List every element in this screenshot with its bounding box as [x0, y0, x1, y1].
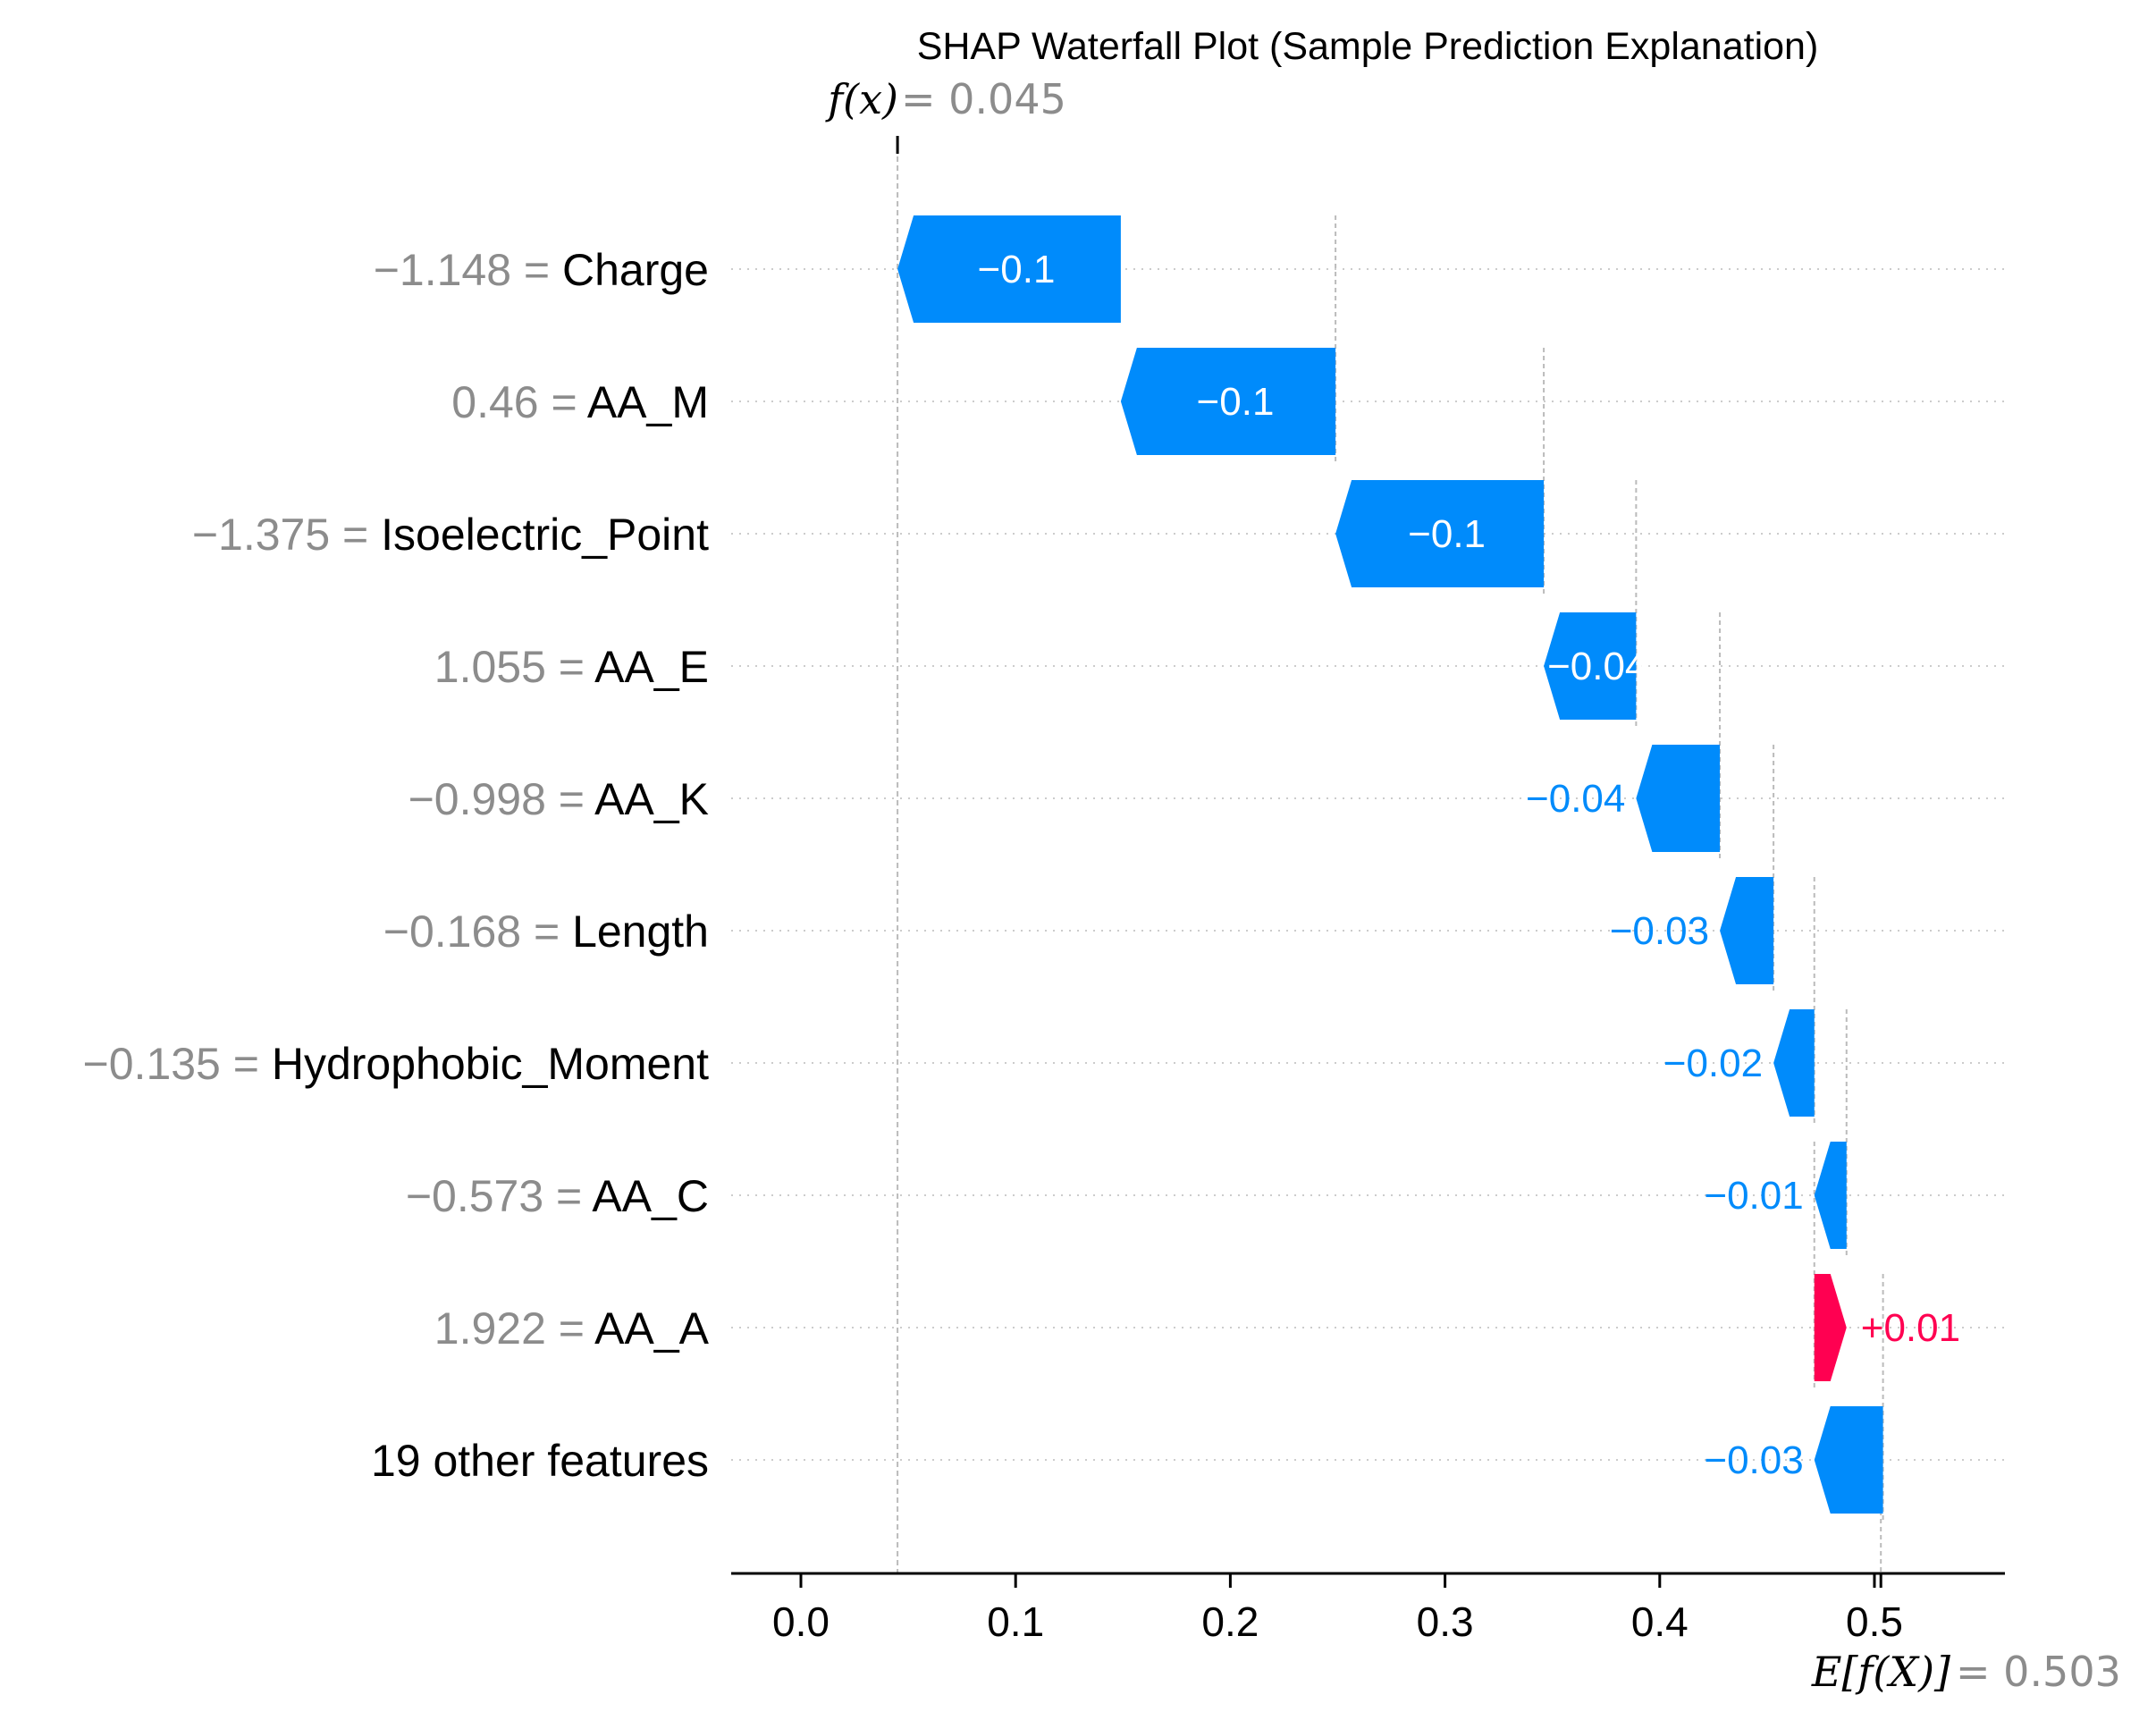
- waterfall-bar: [1335, 480, 1545, 587]
- waterfall-bar: [1120, 348, 1336, 455]
- feature-equals: =: [543, 1171, 592, 1221]
- feature-equals: =: [546, 642, 594, 692]
- feature-value: 1.055: [434, 642, 546, 692]
- bar-value-label: −0.01: [1704, 1174, 1803, 1218]
- feature-label: −0.135 = Hydrophobic_Moment: [83, 1039, 710, 1089]
- feature-equals: =: [221, 1039, 272, 1089]
- feature-value: −1.375: [192, 510, 330, 560]
- fx-annotation: f(x) = 0.045: [825, 75, 1066, 123]
- feature-value: 1.922: [434, 1303, 546, 1354]
- x-axis-ticks: 0.0 0.1 0.2 0.3 0.4 0.5: [772, 1573, 1903, 1645]
- feature-label: 1.055 = AA_E: [434, 642, 709, 692]
- waterfall-bar: [1636, 745, 1721, 852]
- svg-text:= 0.045: = 0.045: [901, 75, 1066, 123]
- feature-value: −0.168: [383, 907, 521, 957]
- feature-label: 19 other features: [371, 1436, 709, 1486]
- feature-label: −0.573 = AA_C: [406, 1171, 709, 1221]
- connector-guides: [896, 136, 1884, 1573]
- feature-equals: =: [546, 1303, 594, 1354]
- feature-name: 19 other features: [371, 1436, 709, 1486]
- bar-value-label: +0.01: [1861, 1306, 1960, 1350]
- feature-label: −0.998 = AA_K: [408, 774, 709, 824]
- bars: −0.1 −0.1 −0.1 −0.04 −0.04 −0.03 −0.02 −0.01 +0.…: [897, 215, 1960, 1514]
- feature-value: 0.46: [451, 377, 538, 427]
- svg-text:E[f(X)]: E[f(X)]: [1811, 1648, 1950, 1696]
- fx-value: 0.045: [948, 75, 1066, 123]
- x-tick-label: 0.2: [1201, 1598, 1259, 1645]
- feature-label: 0.46 = AA_M: [451, 377, 709, 427]
- waterfall-bar: [897, 215, 1121, 323]
- feature-name: AA_C: [592, 1171, 709, 1221]
- feature-name: Length: [572, 907, 709, 957]
- feature-value: −0.573: [406, 1171, 543, 1221]
- x-tick-label: 0.3: [1417, 1598, 1474, 1645]
- bar-value-label: −0.1: [1408, 512, 1486, 556]
- waterfall-bar: [1773, 1009, 1815, 1117]
- base-value-equals: =: [1956, 1648, 2003, 1696]
- feature-label: −1.148 = Charge: [374, 245, 709, 295]
- x-tick-label: 0.1: [987, 1598, 1044, 1645]
- bar-value-label: −0.1: [1197, 380, 1275, 424]
- feature-equals: =: [539, 377, 587, 427]
- fx-label: f(x): [825, 75, 898, 123]
- bar-value-label: −0.03: [1704, 1438, 1803, 1482]
- feature-equals: =: [521, 907, 572, 957]
- x-tick-label: 0.5: [1846, 1598, 1903, 1645]
- feature-labels: −1.148 = Charge 0.46 = AA_M −1.375 = Isoel…: [83, 245, 710, 1486]
- feature-value: −0.998: [408, 774, 546, 824]
- chart-title: SHAP Waterfall Plot (Sample Prediction E…: [917, 25, 1819, 68]
- bar-value-label: −0.02: [1663, 1042, 1763, 1085]
- feature-equals: =: [546, 774, 594, 824]
- svg-text:= 0.503: = 0.503: [1956, 1648, 2121, 1696]
- waterfall-bar: [1814, 1406, 1883, 1514]
- feature-name: Charge: [562, 245, 709, 295]
- feature-name: Isoelectric_Point: [381, 510, 709, 560]
- waterfall-bar: [1814, 1274, 1847, 1381]
- base-value-annotation: E[f(X)] = 0.503: [1811, 1648, 2121, 1696]
- feature-value: −1.148: [374, 245, 511, 295]
- feature-label: −1.375 = Isoelectric_Point: [192, 510, 709, 560]
- feature-value: −0.135: [83, 1039, 221, 1089]
- base-value: 0.503: [2003, 1648, 2121, 1696]
- feature-equals: =: [330, 510, 381, 560]
- feature-name: AA_M: [587, 377, 709, 427]
- feature-equals: =: [511, 245, 562, 295]
- base-value-label: E[f(X)]: [1811, 1648, 1950, 1696]
- waterfall-bar: [1814, 1142, 1847, 1249]
- svg-text:f(x): f(x): [825, 75, 898, 123]
- bar-value-label: −0.03: [1610, 909, 1709, 953]
- feature-name: AA_A: [594, 1303, 710, 1354]
- feature-name: AA_K: [594, 774, 709, 824]
- feature-label: 1.922 = AA_A: [434, 1303, 710, 1354]
- bar-value-label: −0.04: [1547, 645, 1646, 688]
- bar-value-label: −0.1: [978, 248, 1056, 291]
- waterfall-bar: [1720, 877, 1774, 984]
- fx-equals: =: [901, 75, 948, 123]
- bar-value-label: −0.04: [1526, 777, 1625, 821]
- feature-name: AA_E: [594, 642, 709, 692]
- x-tick-label: 0.0: [772, 1598, 830, 1645]
- x-tick-label: 0.4: [1631, 1598, 1689, 1645]
- feature-label: −0.168 = Length: [383, 907, 709, 957]
- feature-name: Hydrophobic_Moment: [272, 1039, 709, 1089]
- waterfall-bar: [1544, 612, 1637, 720]
